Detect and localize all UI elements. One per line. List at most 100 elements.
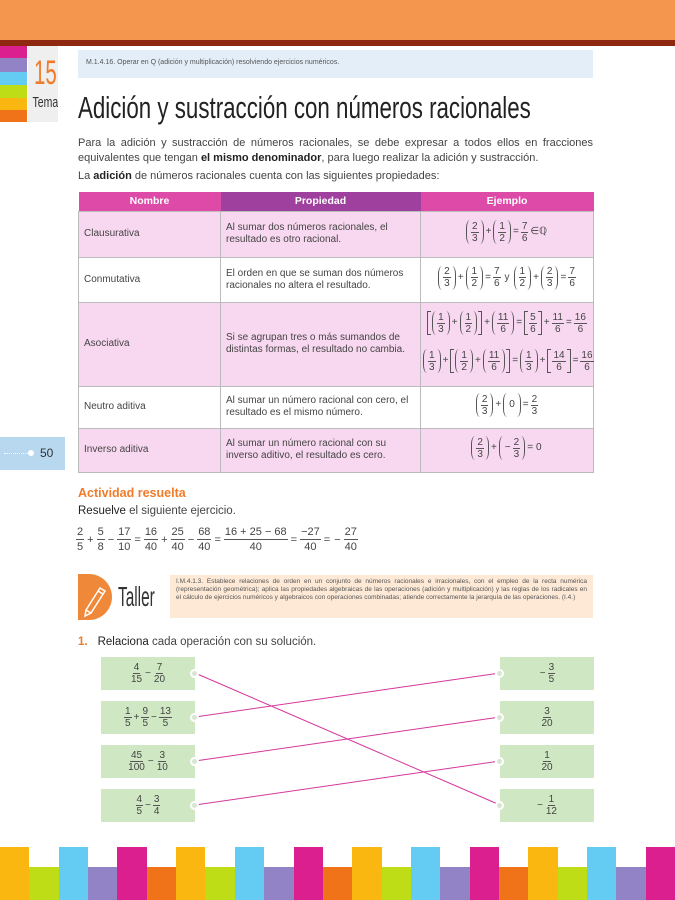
denominator: 10	[118, 541, 131, 553]
connector-knob[interactable]	[190, 757, 199, 766]
example-math: 2 3 + −2 3 = 0	[471, 436, 542, 460]
math-operator: +	[533, 271, 539, 283]
intro-paragraph: Para la adición y sustracción de números…	[78, 136, 593, 166]
operation-box[interactable]: 45 100−3 10	[101, 745, 195, 778]
numerator: 7	[492, 266, 501, 278]
table-row: Clausurativa Al sumar dos números raciona…	[78, 210, 594, 258]
numerator: 11	[496, 311, 510, 324]
solution-box[interactable]: −3 5	[500, 657, 594, 690]
close-delimiter	[446, 311, 450, 335]
bottom-stripe	[176, 847, 206, 900]
fraction: 13 5	[158, 706, 172, 729]
fraction: 16 + 25 − 68 40	[223, 525, 288, 554]
denominator: 10	[156, 762, 168, 773]
fraction: 11 6	[487, 350, 501, 373]
math-operator: +	[442, 355, 449, 366]
numerator: 3	[543, 706, 551, 718]
solution-box[interactable]: 1 20	[500, 745, 594, 778]
parenthesis-group: 0	[503, 393, 521, 417]
math-operator: =	[290, 533, 298, 546]
side-stripe	[0, 46, 27, 58]
property-description: El orden en que se suman dos números rac…	[220, 256, 421, 303]
example-expression: 2 3 +1 2 = 7 6 ∈ℚ	[423, 220, 591, 248]
fraction: 27 40	[343, 525, 358, 554]
example-expression: 2 3 + −2 3 = 0	[423, 436, 591, 464]
numerator: 16	[143, 526, 159, 540]
open-delimiter	[503, 393, 507, 417]
numerator: 4	[135, 794, 144, 806]
property-example: 2 3 +1 2 = 7 6 y 1 2 +2 3 = 7 6	[420, 256, 594, 303]
bottom-stripe	[440, 867, 470, 900]
connector-knob[interactable]	[190, 713, 199, 722]
fraction: 45 100	[127, 750, 146, 773]
page-title: Adición y sustracción con números racion…	[78, 90, 531, 125]
close-delimiter	[521, 436, 526, 460]
parenthesis-group: 11 6	[482, 349, 506, 373]
denominator: 5	[142, 718, 148, 729]
close-delimiter	[437, 349, 441, 373]
open-delimiter	[450, 349, 455, 373]
denominator: 2	[465, 323, 472, 335]
close-delimiter	[510, 311, 515, 335]
open-delimiter	[427, 311, 432, 335]
numerator: 7	[155, 662, 164, 674]
operation-box[interactable]: 4 5−3 4	[101, 789, 195, 822]
exercise-bold: Relaciona	[97, 636, 149, 648]
denominator: 5	[136, 806, 143, 817]
property-example: 2 3 +0 = 2 3	[420, 385, 594, 429]
example-expression: 1 3 +1 2 +11 6 = 5 6 +11 6 = 16 6	[423, 311, 591, 339]
connector-knob[interactable]	[495, 713, 504, 722]
connector-knob[interactable]	[495, 757, 504, 766]
numerator: 11	[551, 311, 564, 324]
numerator: 1	[428, 349, 436, 362]
fraction: 3 20	[540, 706, 553, 729]
open-delimiter	[465, 265, 470, 290]
numerator: 2	[530, 393, 539, 406]
denominator: 3	[526, 361, 532, 373]
connector-knob[interactable]	[190, 801, 199, 810]
numerator: 1	[470, 266, 479, 278]
numerator: 9	[141, 706, 149, 718]
tema-label: Tema	[32, 94, 59, 111]
numerator: 1	[464, 311, 473, 324]
fraction: 68 40	[197, 525, 212, 554]
math-operator: +	[451, 317, 458, 328]
connector-knob[interactable]	[495, 801, 504, 810]
operation-box[interactable]: 4 15−7 20	[101, 657, 195, 690]
top-banner	[0, 0, 675, 40]
fraction: 17 10	[117, 525, 132, 554]
connector-knob[interactable]	[495, 669, 504, 678]
solution-box[interactable]: −1 12	[500, 789, 594, 822]
denominator: 8	[97, 541, 104, 553]
denominator: 3	[481, 405, 488, 417]
numerator: 1	[460, 349, 468, 362]
solution-box[interactable]: 3 20	[500, 701, 594, 734]
properties-table: Nombre Propiedad Ejemplo Clausurativa Al …	[78, 192, 594, 473]
property-name: Clausurativa	[78, 210, 221, 258]
tema-badge: 15 Tema	[28, 46, 58, 122]
numerator: 1	[547, 794, 556, 806]
open-delimiter	[520, 349, 524, 373]
math-operator: ∈ℚ	[530, 226, 547, 237]
operation-box[interactable]: 1 5 +9 5−13 5	[101, 701, 195, 734]
example-math: 2 3 +0 = 2 3	[475, 393, 539, 417]
exercise-rest: cada operación con su solución.	[148, 636, 317, 648]
numerator: 3	[158, 750, 167, 762]
fraction: 16 6	[580, 350, 594, 373]
group-content: 11 6	[487, 350, 501, 373]
numerator: 27	[343, 526, 358, 540]
connector-knob[interactable]	[190, 669, 199, 678]
denominator: 6	[521, 232, 528, 244]
math-operator: y	[504, 271, 510, 283]
denominator: 3	[546, 278, 553, 289]
fraction: 16 40	[143, 525, 159, 554]
denominator: 3	[513, 448, 520, 460]
